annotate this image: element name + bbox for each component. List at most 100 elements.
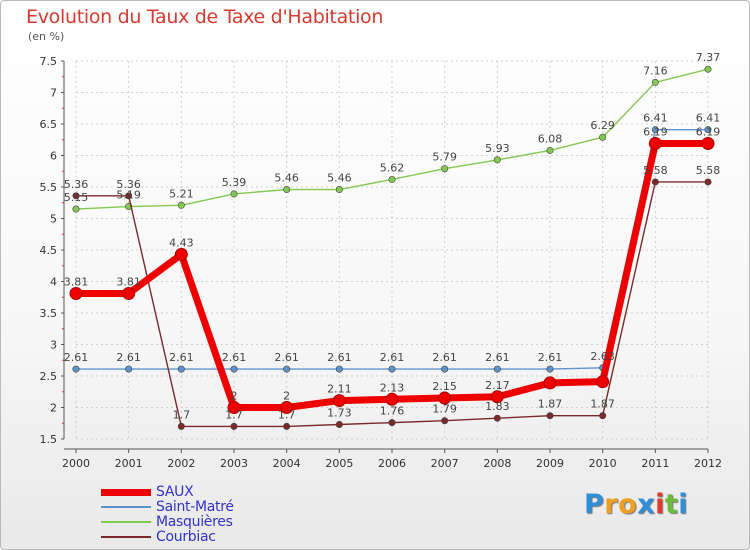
data-label: 2.61 (380, 351, 405, 364)
data-label: 1.7 (173, 408, 191, 421)
legend-label: Masquières (156, 514, 233, 530)
data-point-Courbiac (335, 421, 343, 429)
data-point-SAUX (648, 137, 662, 151)
data-label: 5.36 (116, 178, 141, 191)
data-label: 1.79 (432, 403, 457, 416)
data-point-Saint-Matré (125, 365, 133, 373)
x-tick-label: 2010 (589, 457, 617, 470)
data-point-Masquières (72, 205, 80, 213)
data-point-Courbiac (546, 412, 554, 420)
y-tick-label: 5 (50, 213, 57, 226)
data-point-SAUX (69, 286, 83, 300)
x-tick-label: 2002 (167, 457, 195, 470)
x-tick-label: 2009 (536, 457, 564, 470)
data-point-Saint-Matré (283, 365, 291, 373)
data-label: 2.61 (485, 351, 510, 364)
data-label: 2 (231, 390, 238, 403)
x-tick-label: 2005 (325, 457, 353, 470)
data-label: 2.17 (485, 379, 510, 392)
chart-subtitle: (en %) (28, 30, 65, 43)
data-point-Masquières (335, 186, 343, 194)
data-point-Saint-Matré (441, 365, 449, 373)
y-tick-label: 3.5 (40, 307, 58, 320)
data-label: 2.13 (380, 381, 405, 394)
legend-label: Saint-Matré (156, 499, 234, 515)
data-point-SAUX (174, 247, 188, 261)
data-point-Courbiac (493, 414, 501, 422)
data-label: 6.41 (643, 112, 668, 125)
data-label: 6.29 (590, 119, 615, 132)
x-tick-label: 2007 (431, 457, 459, 470)
data-point-Masquières (177, 201, 185, 209)
data-point-Courbiac (651, 178, 659, 186)
data-point-Courbiac (441, 417, 449, 425)
x-tick-label: 2006 (378, 457, 406, 470)
data-point-SAUX (596, 375, 610, 389)
data-point-Masquières (493, 156, 501, 164)
data-point-Masquières (704, 65, 712, 73)
data-point-Courbiac (283, 422, 291, 430)
data-label: 2.15 (432, 380, 457, 393)
data-point-Courbiac (704, 178, 712, 186)
data-point-Courbiac (230, 422, 238, 430)
proxiti-logo: Proxiti (584, 489, 689, 520)
y-tick-label: 1.5 (40, 433, 58, 446)
data-label: 5.93 (485, 142, 510, 155)
data-label: 6.19 (643, 126, 668, 139)
data-point-SAUX (385, 392, 399, 406)
data-label: 7.37 (696, 51, 721, 64)
data-label: 5.62 (380, 161, 405, 174)
data-label: 5.36 (64, 178, 89, 191)
data-label: 2.61 (169, 351, 194, 364)
data-point-SAUX (701, 137, 715, 151)
data-label: 5.58 (643, 164, 668, 177)
data-label: 2.61 (116, 351, 141, 364)
y-tick-label: 3 (50, 339, 57, 352)
data-label: 7.16 (643, 64, 668, 77)
data-point-Courbiac (72, 192, 80, 200)
data-point-Saint-Matré (651, 126, 659, 134)
data-point-Saint-Matré (72, 365, 80, 373)
data-label: 4.43 (169, 236, 194, 249)
data-label: 2.61 (538, 351, 563, 364)
data-label: 5.46 (327, 172, 352, 185)
data-label: 6.19 (696, 126, 721, 139)
data-point-Saint-Matré (230, 365, 238, 373)
data-label: 3.81 (116, 275, 141, 288)
data-label: 6.41 (696, 112, 721, 125)
data-label: 1.7 (225, 408, 243, 421)
legend-label: SAUX (156, 484, 194, 500)
data-label: 1.83 (485, 400, 510, 413)
chart-title: Evolution du Taux de Taxe d'Habitation (26, 6, 384, 28)
data-label: 2.61 (327, 351, 352, 364)
data-point-Courbiac (177, 422, 185, 430)
y-tick-label: 4.5 (40, 244, 58, 257)
data-label: 2.61 (222, 351, 247, 364)
data-point-Saint-Matré (493, 365, 501, 373)
y-tick-label: 7.5 (40, 55, 58, 68)
data-label: 6.08 (538, 132, 563, 145)
y-tick-label: 6 (50, 150, 57, 163)
y-tick-label: 2.5 (40, 370, 58, 383)
x-tick-label: 2003 (220, 457, 248, 470)
data-label: 1.7 (278, 408, 296, 421)
data-label: 2 (283, 390, 290, 403)
data-point-Masquières (546, 146, 554, 154)
data-label: 5.46 (274, 172, 299, 185)
data-point-Saint-Matré (335, 365, 343, 373)
data-point-SAUX (438, 391, 452, 405)
y-tick-label: 4 (50, 276, 57, 289)
x-tick-label: 2001 (115, 457, 143, 470)
legend-swatch (101, 488, 151, 496)
legend-swatch (101, 521, 151, 523)
data-point-Masquières (599, 133, 607, 141)
data-label: 2.61 (274, 351, 299, 364)
data-point-Saint-Matré (704, 126, 712, 134)
legend-swatch (101, 506, 151, 508)
data-point-SAUX (227, 401, 241, 414)
data-label: 2.63 (590, 350, 615, 363)
data-label: 2.61 (432, 351, 457, 364)
data-point-SAUX (280, 401, 294, 414)
